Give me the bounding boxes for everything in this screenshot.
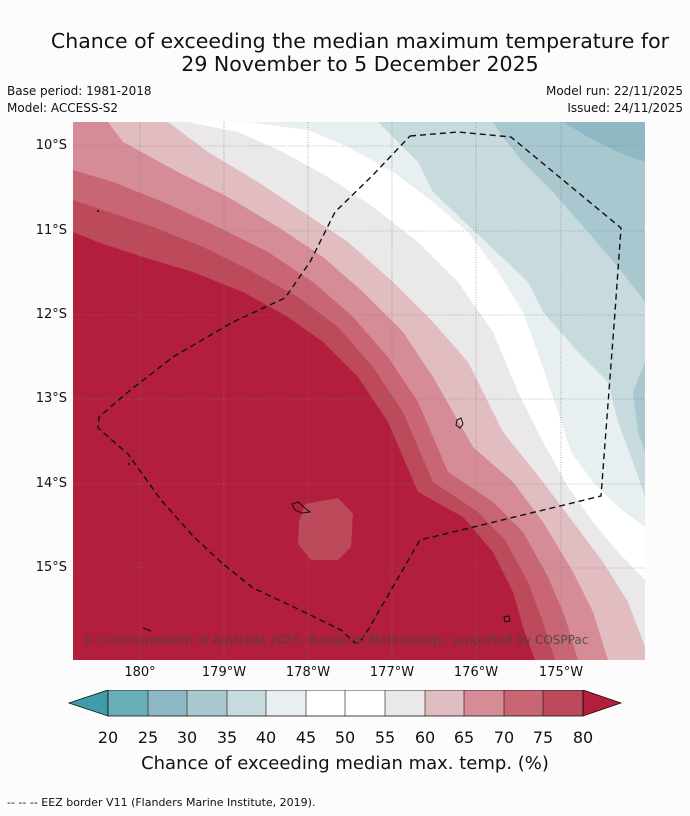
island-small-south — [503, 615, 511, 623]
band-30-35 — [493, 122, 645, 302]
colorbar-55-60 — [385, 690, 425, 716]
lat-label-10s: 10°S — [35, 138, 67, 153]
base-period: Base period: 1981-2018 — [7, 84, 152, 98]
colorbar-extend-high — [582, 690, 623, 717]
colorbar-tick-30: 30 — [176, 728, 198, 747]
lat-label-11s: 11°S — [35, 223, 67, 238]
graticule — [73, 122, 645, 660]
band-25-30 — [563, 122, 645, 162]
lat-label-13s: 13°S — [35, 391, 67, 406]
lon-label-175w: 175°W — [538, 665, 584, 680]
colorbar-tick-55: 55 — [374, 728, 396, 747]
colorbar-tick-45: 45 — [295, 728, 317, 747]
model-info: Base period: 1981-2018 Model: ACCESS-S2 — [7, 83, 152, 117]
colorbar-dividers — [147, 690, 544, 716]
map-title: Chance of exceeding the median maximum t… — [40, 30, 680, 76]
colorbar-tick-40: 40 — [255, 728, 277, 747]
map-canvas — [73, 122, 645, 660]
colorbar-tick-60: 60 — [414, 728, 436, 747]
lon-label-178w: 178°W — [285, 665, 331, 680]
issued-date: Issued: 24/11/2025 — [567, 101, 683, 115]
lat-label-14s: 14°S — [35, 476, 67, 491]
title-line-1: Chance of exceeding the median maximum t… — [50, 29, 670, 53]
colorbar-label: Chance of exceeding median max. temp. (%… — [141, 753, 549, 774]
colorbar-40-45 — [266, 690, 306, 716]
colorbar-35-40 — [227, 690, 266, 716]
colorbar-60-65 — [425, 690, 464, 716]
colorbar-tick-35: 35 — [216, 728, 238, 747]
island-rotuma — [455, 417, 464, 429]
lon-label-177w: 177°W — [369, 665, 415, 680]
colorbar-65-70 — [464, 690, 504, 716]
copyright-notice: © Commonwealth of Australia 2025, Bureau… — [83, 633, 589, 647]
colorbar-tick-70: 70 — [493, 728, 515, 747]
colorbar-tick-80: 80 — [572, 728, 594, 747]
island-dot-west — [97, 210, 99, 212]
title-line-2: 29 November to 5 December 2025 — [181, 52, 539, 76]
island-dot-west-2 — [128, 463, 130, 465]
lon-label-179w: 179°W — [201, 665, 247, 680]
model-name: Model: ACCESS-S2 — [7, 101, 119, 115]
island-southwest — [142, 627, 152, 632]
lat-label-12s: 12°S — [35, 307, 67, 322]
eez-legend: -- -- -- EEZ border V11 (Flanders Marine… — [7, 796, 316, 809]
pocket-75-80 — [298, 498, 353, 560]
lon-label-180: 180° — [124, 665, 156, 680]
run-info: Model run: 22/11/2025 Issued: 24/11/2025 — [546, 83, 683, 117]
lat-label-15s: 15°S — [35, 560, 67, 575]
colorbar-extend-low — [67, 690, 109, 717]
colorbar-tick-50: 50 — [334, 728, 356, 747]
colorbar-25-30 — [148, 690, 187, 716]
model-run: Model run: 22/11/2025 — [545, 84, 683, 98]
colorbar-frame — [107, 690, 584, 717]
colorbar-tick-20: 20 — [97, 728, 119, 747]
colorbar-30-35 — [187, 690, 227, 716]
lon-label-176w: 176°W — [453, 665, 499, 680]
colorbar-75-80 — [543, 690, 583, 716]
colorbar-20-25 — [108, 690, 148, 716]
forecast-map[interactable] — [73, 122, 645, 660]
colorbar-tick-65: 65 — [453, 728, 475, 747]
colorbar-tick-25: 25 — [137, 728, 159, 747]
colorbar-tick-75: 75 — [532, 728, 554, 747]
colorbar-45-55 — [306, 690, 385, 716]
colorbar-70-75 — [504, 690, 543, 716]
island-fiji-north — [291, 501, 312, 514]
colorbar — [67, 690, 623, 717]
band-30-35-south — [633, 362, 645, 452]
